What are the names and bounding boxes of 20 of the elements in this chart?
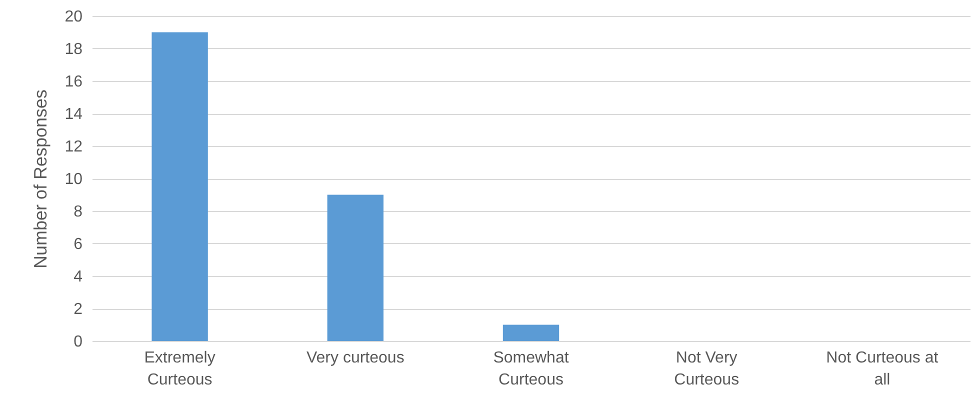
x-tick-label: Very curteous (306, 350, 404, 366)
y-tick-label: 6 (74, 236, 83, 253)
x-tick-label: Not Very Curteous (674, 350, 740, 388)
y-tick-label: 18 (64, 41, 83, 58)
y-tick-label: 20 (64, 8, 83, 26)
y-tick-label: 8 (74, 204, 83, 220)
bar (327, 194, 384, 341)
y-tick-label: 10 (64, 171, 83, 188)
bar (502, 324, 560, 341)
y-tick-label: 16 (64, 74, 83, 90)
x-tick-label: Not Curteous at all (826, 350, 939, 388)
y-tick-label: 14 (64, 106, 83, 123)
bar (152, 32, 208, 341)
x-tick-label: Extremely Curteous (144, 350, 216, 388)
y-tick-label: 4 (74, 268, 83, 286)
y-tick-label: 2 (74, 301, 83, 318)
x-tick-label: Somewhat Curteous (493, 350, 570, 388)
y-axis-title: Number of Responses (30, 89, 51, 269)
y-tick-label: 12 (64, 138, 83, 156)
y-tick-label: 0 (74, 334, 83, 350)
